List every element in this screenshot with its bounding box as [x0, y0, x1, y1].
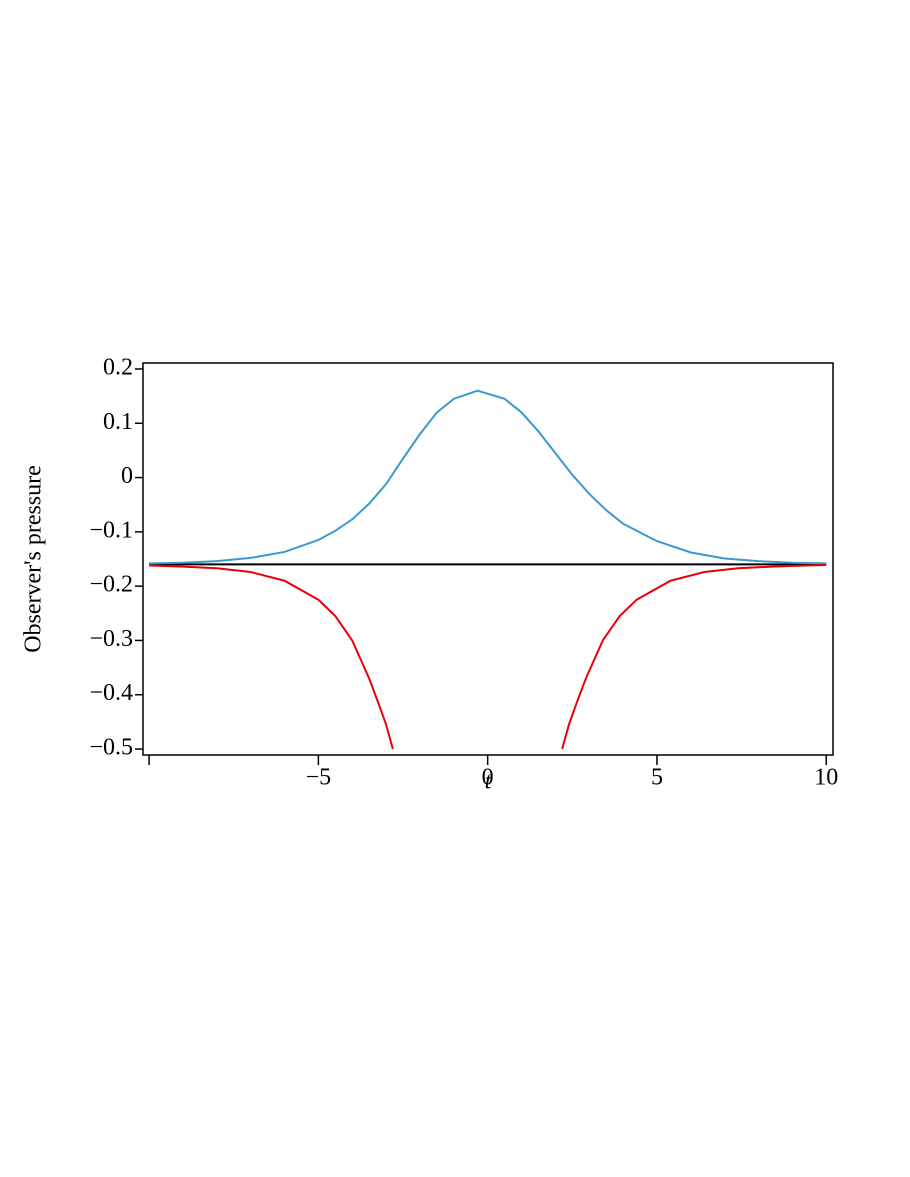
x-tick-label: 0	[482, 765, 494, 791]
y-tick-label: −0.2	[89, 572, 133, 598]
y-tick-label: −0.4	[89, 680, 133, 706]
y-tick-label: −0.5	[89, 735, 133, 761]
y-tick-label: 0.1	[103, 409, 133, 435]
y-tick-label: −0.1	[89, 517, 133, 543]
y-tick-label: 0	[121, 463, 133, 489]
x-tick-label: 5	[651, 765, 663, 791]
x-tick-label: 10	[814, 765, 838, 791]
y-tick-label: −0.3	[89, 626, 133, 652]
y-axis-label: Observer's pressure	[21, 465, 47, 653]
line-series	[149, 389, 827, 565]
line-series	[149, 564, 394, 750]
x-axis-label: t	[485, 769, 493, 795]
line-series	[561, 563, 827, 750]
y-tick-label: 0.2	[103, 354, 133, 380]
x-tick-label: −5	[306, 765, 332, 791]
